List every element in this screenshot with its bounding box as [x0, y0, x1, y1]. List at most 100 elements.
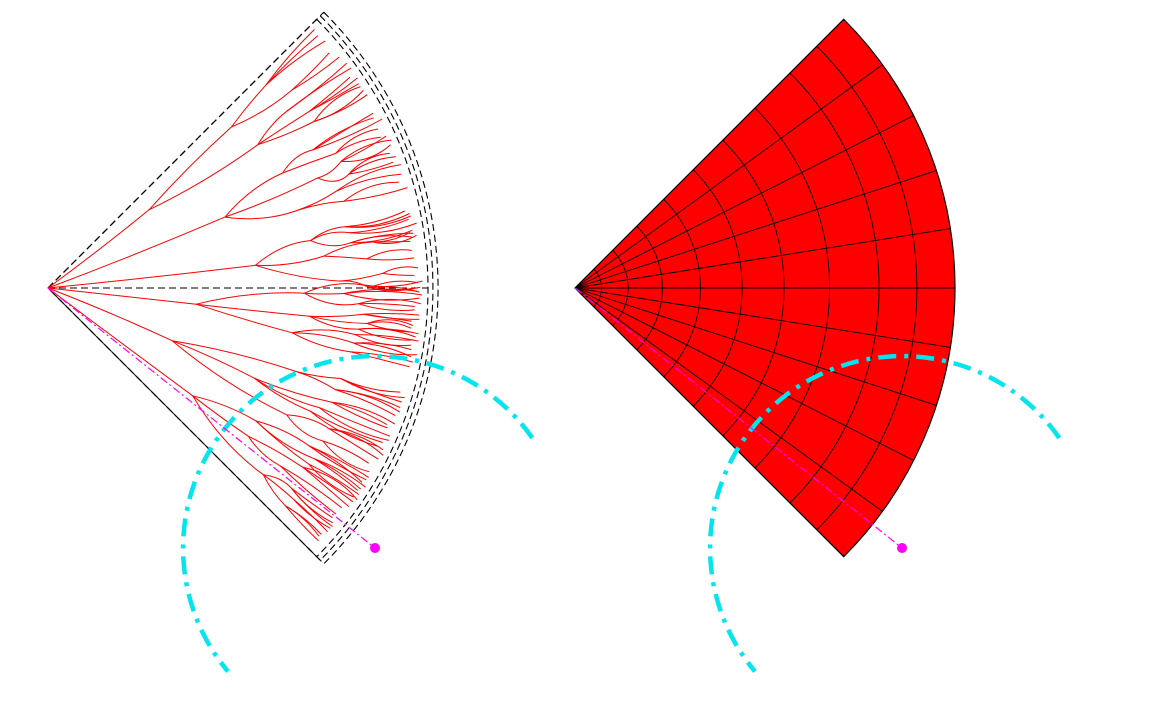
tree-branch [336, 173, 402, 192]
tree-branch [310, 226, 345, 241]
tree-branch [148, 144, 259, 211]
tree-branch [366, 319, 414, 326]
tree-branch [335, 136, 381, 154]
tree-branch [322, 440, 370, 473]
tree-branch [231, 89, 293, 128]
tree-branch [171, 340, 255, 379]
tree-branch [47, 216, 226, 289]
tree-branch [323, 241, 373, 257]
tree-branch [291, 487, 333, 524]
grid-arc [692, 169, 743, 407]
tree-branch [349, 351, 413, 363]
grid-radial-line [574, 228, 951, 289]
grid-radial-line [574, 18, 845, 289]
tree-branch [47, 209, 150, 289]
tree-branch [339, 272, 383, 282]
tree-branch [309, 315, 359, 330]
tree-branch [298, 200, 345, 211]
tree-branch [196, 303, 293, 334]
tree-branch [292, 332, 354, 344]
tree-branch [343, 187, 408, 202]
tree-branch [302, 466, 350, 507]
tree-branch [340, 378, 401, 393]
tree-branch [263, 474, 294, 500]
tree-branch [362, 280, 423, 288]
marker-dot [897, 543, 907, 553]
grid-arc [612, 250, 629, 326]
tree-branch [262, 474, 286, 507]
tree-branch [344, 213, 410, 228]
tree-branch [192, 395, 249, 437]
tree-branch [348, 156, 396, 175]
tree-branch [309, 410, 383, 443]
tree-branch [382, 266, 419, 274]
tree-branch [302, 466, 358, 501]
grid-radial-line [574, 287, 914, 461]
tree-branch [309, 410, 379, 447]
tree-branch [361, 284, 421, 291]
tree-branch [255, 420, 315, 460]
tree-branch [317, 173, 350, 182]
tree-branch [308, 76, 351, 112]
sector-outline-2 [47, 11, 439, 565]
branch-tree [47, 29, 423, 542]
right-panel [574, 18, 1062, 673]
tree-branch [348, 161, 394, 175]
tree-branch [257, 110, 288, 145]
tree-branch [291, 487, 333, 519]
tree-branch [265, 40, 326, 86]
tree-branch [309, 313, 364, 318]
tree-branch [304, 283, 363, 294]
tree-branch [171, 340, 288, 416]
tree-branch [282, 152, 336, 174]
grid-arc [816, 45, 918, 531]
tree-branch [286, 414, 324, 442]
tree-branch [340, 144, 391, 163]
tree-branch [308, 463, 360, 495]
tree-branch [291, 56, 340, 91]
tree-branch [349, 218, 409, 234]
tree-branch [298, 190, 337, 211]
tree-branch [312, 117, 374, 151]
tree-branch [248, 435, 304, 468]
tree-branch [354, 334, 411, 347]
tree-branch [372, 231, 411, 243]
tree-branch [314, 458, 366, 488]
tree-branch [47, 287, 173, 342]
tree-branch [257, 110, 310, 146]
grid-radial-line [574, 64, 883, 289]
grid-arc [593, 268, 603, 308]
tree-branch [353, 342, 417, 356]
tree-branch [280, 465, 343, 509]
tree-branch [230, 84, 267, 128]
tree-branch [302, 466, 354, 503]
tree-branch [286, 414, 330, 430]
marker-dot [370, 543, 380, 553]
tree-branch [196, 292, 305, 305]
tree-branch [265, 35, 319, 86]
grid-radial-line [574, 287, 937, 406]
tree-branch [313, 94, 368, 122]
tree-branch [192, 395, 257, 422]
tree-branch [366, 249, 412, 260]
tree-branch [335, 389, 396, 417]
tree-branch [313, 86, 361, 122]
tree-branch [285, 505, 322, 535]
tree-branch [319, 407, 391, 437]
tree-branch [366, 323, 411, 333]
tree-branch [312, 118, 383, 151]
tree-branch [382, 272, 415, 276]
tree-branch [291, 332, 350, 353]
tree-branch [331, 401, 396, 425]
tree-branch [343, 290, 423, 296]
grid-arc [722, 139, 785, 437]
tree-branch [224, 172, 283, 218]
tree-branch [254, 377, 320, 409]
tree-branch [343, 293, 420, 301]
cyan-arc [180, 353, 535, 673]
tree-branch [308, 77, 358, 112]
marker-line [574, 287, 903, 549]
tree-branch [350, 232, 414, 244]
